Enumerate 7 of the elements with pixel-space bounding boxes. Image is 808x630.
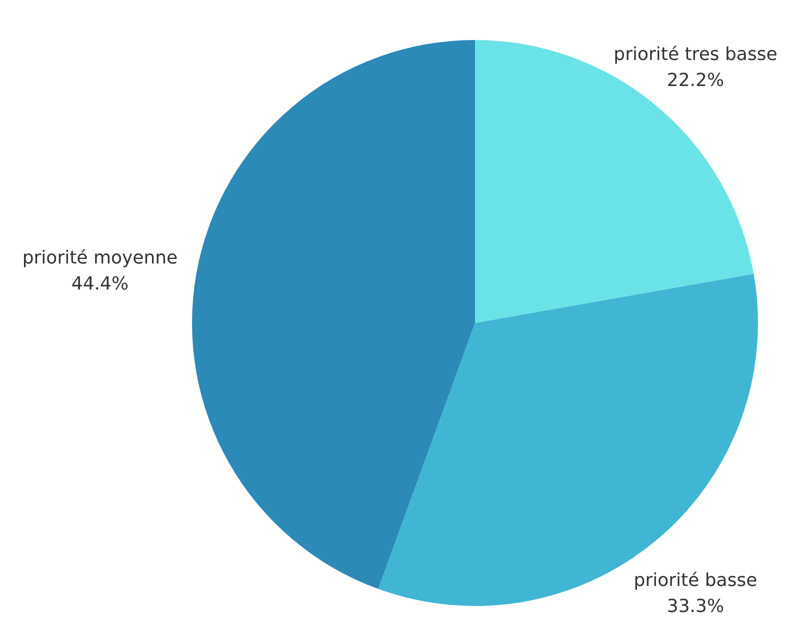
slice-label: priorité moyenne (22, 247, 178, 268)
pie-slice (192, 40, 475, 589)
slice-label: priorité tres basse (614, 44, 778, 66)
data-label: 22.2% (666, 70, 724, 92)
data-label: 33.3% (666, 596, 724, 617)
slice-label: priorité basse (634, 570, 758, 591)
data-label: 44.4% (71, 273, 129, 294)
